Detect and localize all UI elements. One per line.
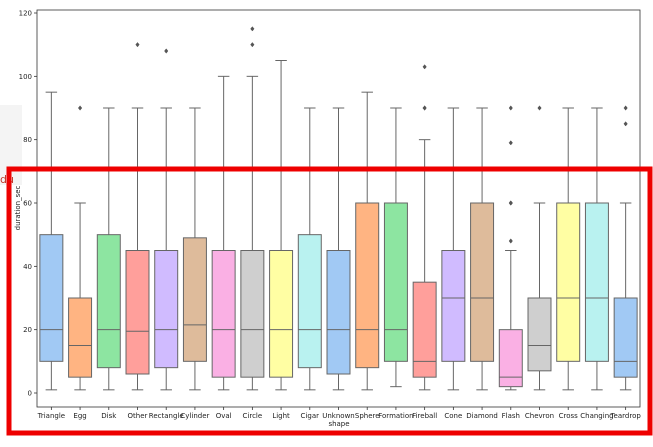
box-teardrop [613,105,638,391]
iqr-box [182,237,207,362]
iqr-box [326,250,351,375]
outlier-point [250,26,255,32]
y-axis-label: duration_sec [14,185,22,230]
iqr-box [297,234,322,369]
x-tick-label: Oval [216,412,232,420]
x-tick-label: Circle [243,412,263,420]
x-tick-label: Disk [101,412,117,420]
x-axis-label: shape [328,420,349,428]
iqr-box [527,297,552,372]
iqr-box [39,234,64,362]
box-changing [584,107,609,391]
iqr-box [269,250,294,378]
outlier-point [508,105,513,111]
x-tick-label: Cone [444,412,462,420]
y-tick-label: 20 [23,326,32,334]
box-cone [441,107,466,391]
outlier-point [250,42,255,48]
iqr-box [441,250,466,362]
x-tick-label: Other [128,412,148,420]
x-tick-label: Triangle [37,412,66,420]
box-triangle [39,91,64,391]
x-tick-label: Formation [378,412,413,420]
y-tick-label: 0 [28,390,32,398]
box-disk [96,107,121,391]
x-tick-label: Rectangle [149,412,184,420]
x-tick-label: Fireball [412,412,437,420]
box-sphere [355,91,380,391]
box-rectangle [154,48,179,391]
box-circle [240,26,265,391]
background-panel [0,105,22,185]
highlight-box [6,166,653,436]
y-tick-label: 40 [23,263,32,271]
y-tick-label: 100 [19,73,32,81]
iqr-box [154,250,179,369]
outlier-point [623,105,628,111]
box-diamond [470,107,495,391]
box-cylinder [182,107,207,391]
outlier-point [135,42,140,48]
iqr-box [498,329,523,388]
x-tick-label: Cylinder [180,412,209,420]
box-series [39,26,638,391]
outlier-point [77,105,83,111]
box-flash [498,105,523,391]
iqr-box [412,281,437,378]
y-tick-label: 80 [23,136,32,144]
outlier-point [164,48,169,54]
box-fireball [412,64,437,391]
box-oval [211,75,236,391]
iqr-box [96,234,121,369]
outlier-point [508,200,513,206]
box-egg [68,105,93,391]
x-tick-label: Sphere [355,412,380,420]
iqr-box [613,297,638,378]
iqr-box [355,202,380,369]
x-tick-label: Flash [502,412,520,420]
outlier-point [422,64,427,70]
x-tick-label: Changing [580,412,613,420]
box-chevron [527,105,552,391]
outlier-point [623,121,628,127]
x-tick-label: Egg [73,412,86,420]
iqr-box [383,202,408,362]
iqr-box [211,250,236,378]
box-other [125,42,150,391]
y-axis: 0 20 40 60 80 100 120 [19,10,37,398]
iqr-box [68,297,93,378]
iqr-box [470,202,495,362]
iqr-box [125,250,150,375]
iqr-box [240,250,265,378]
iqr-box [584,202,609,362]
box-formation [383,107,408,388]
x-tick-label: Cigar [301,412,320,420]
x-tick-label: Light [272,412,290,420]
box-unknown [326,107,351,391]
x-tick-label: Teardrop [609,412,641,420]
y-tick-label: 120 [19,10,32,18]
outlier-point [508,140,513,146]
box-light [269,60,294,391]
outlier-point [537,105,542,111]
x-tick-label: Diamond [466,412,498,420]
x-tick-label: Unknown [322,412,355,420]
outlier-point [422,105,427,111]
box-cross [556,107,581,391]
x-tick-label: Cross [559,412,579,420]
iqr-box [556,202,581,362]
y-tick-label: 60 [23,200,32,208]
outlier-point [508,238,513,244]
x-tick-label: Chevron [525,412,554,420]
